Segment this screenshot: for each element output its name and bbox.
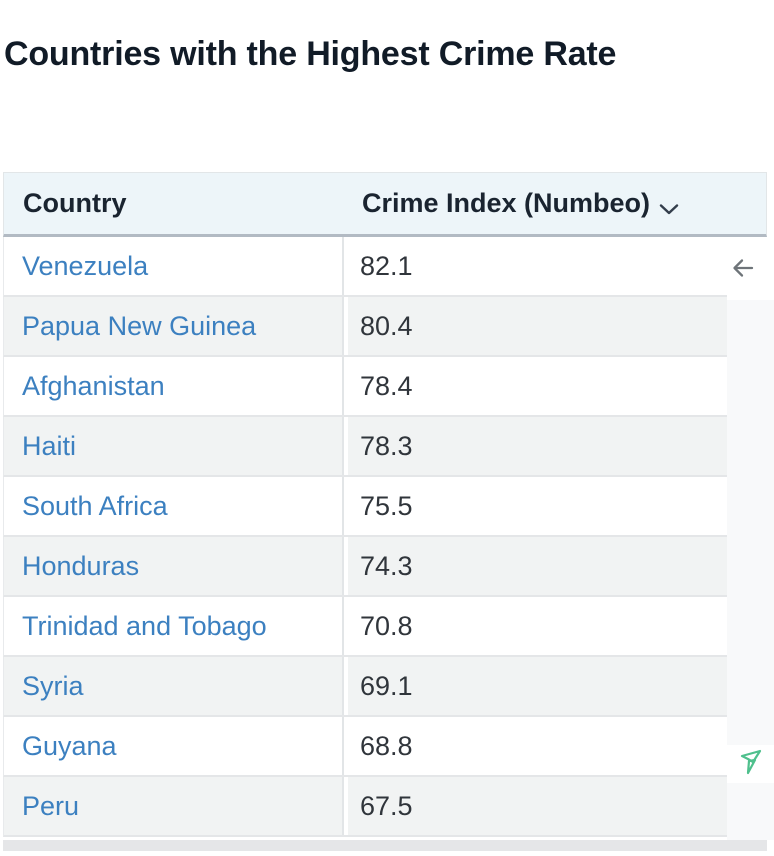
crime-index-value: 74.3 [360,550,413,581]
table-row: Peru 67.5 [3,777,727,837]
country-link[interactable]: Venezuela [22,250,149,281]
country-cell: Guyana [4,717,344,775]
side-gutter [727,240,774,840]
country-link[interactable]: Papua New Guinea [22,310,257,341]
country-cell: Trinidad and Tobago [4,597,344,655]
table-header-row: Country Crime Index (Numbeo) [3,172,767,237]
country-cell: Honduras [4,537,344,595]
column-header-crime-index-label: Crime Index (Numbeo) [362,188,651,218]
country-cell: Syria [4,657,344,715]
country-cell: South Africa [4,477,344,535]
crime-index-cell: 75.5 [344,477,727,535]
country-link[interactable]: Trinidad and Tobago [22,610,267,641]
country-cell: Afghanistan [4,357,344,415]
scroll-back-button[interactable] [727,240,774,300]
country-cell: Haiti [4,417,344,475]
table-row: Haiti 78.3 [3,417,727,477]
country-link[interactable]: Syria [22,670,84,701]
table-row: Afghanistan 78.4 [3,357,727,417]
crime-index-cell: 68.8 [344,717,727,775]
column-header-country: Country [23,188,127,218]
green-funnel-icon [739,748,763,781]
country-link[interactable]: Guyana [22,730,117,761]
crime-index-value: 67.5 [360,790,413,821]
crime-index-value: 75.5 [360,490,413,521]
column-header-crime-index[interactable]: Crime Index (Numbeo) [345,186,679,222]
crime-index-value: 80.4 [360,310,413,341]
crime-rate-table: Country Crime Index (Numbeo) Venezuela 8… [3,172,767,837]
crime-index-value: 68.8 [360,730,413,761]
table-row: South Africa 75.5 [3,477,727,537]
table-body: Venezuela 82.1 Papua New Guinea 80.4 Afg… [3,237,727,837]
country-cell: Papua New Guinea [4,297,344,355]
table-row: Papua New Guinea 80.4 [3,297,727,357]
crime-index-value: 78.3 [360,430,413,461]
chevron-down-icon[interactable] [659,191,679,222]
crime-index-value: 82.1 [360,250,413,281]
crime-index-cell: 78.3 [344,417,727,475]
crime-index-cell: 67.5 [344,777,727,835]
crime-index-cell: 74.3 [344,537,727,595]
arrow-left-icon [731,258,754,283]
country-link[interactable]: Afghanistan [22,370,165,401]
country-cell: Venezuela [4,237,344,295]
crime-index-cell: 78.4 [344,357,727,415]
table-row: Honduras 74.3 [3,537,727,597]
crime-index-value: 70.8 [360,610,413,641]
table-row: Venezuela 82.1 [3,237,727,297]
scraper-extension-button[interactable] [727,745,774,783]
crime-index-cell: 80.4 [344,297,727,355]
horizontal-scrollbar-track[interactable] [3,840,767,851]
country-cell: Peru [4,777,344,835]
crime-index-value: 78.4 [360,370,413,401]
crime-index-cell: 69.1 [344,657,727,715]
country-link[interactable]: South Africa [22,490,168,521]
country-link[interactable]: Honduras [22,550,140,581]
crime-index-cell: 82.1 [344,237,727,295]
crime-index-cell: 70.8 [344,597,727,655]
table-row: Trinidad and Tobago 70.8 [3,597,727,657]
page-title: Countries with the Highest Crime Rate [4,35,617,73]
country-link[interactable]: Peru [22,790,80,821]
crime-index-value: 69.1 [360,670,413,701]
country-link[interactable]: Haiti [22,430,77,461]
table-row: Guyana 68.8 [3,717,727,777]
table-row: Syria 69.1 [3,657,727,717]
